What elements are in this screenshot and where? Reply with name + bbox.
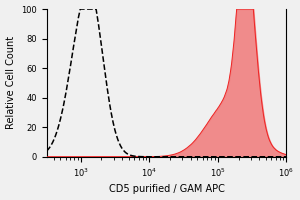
X-axis label: CD5 purified / GAM APC: CD5 purified / GAM APC bbox=[109, 184, 224, 194]
Y-axis label: Relative Cell Count: Relative Cell Count bbox=[6, 36, 16, 129]
